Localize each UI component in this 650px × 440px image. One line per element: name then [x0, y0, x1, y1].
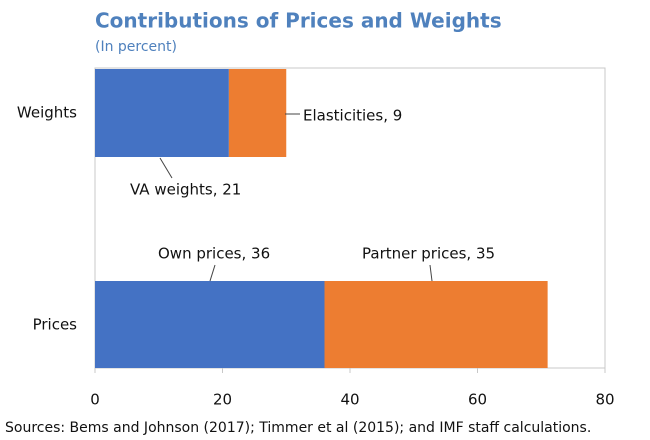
data-label: Partner prices, 35 — [362, 245, 495, 263]
x-tick-label: 0 — [90, 391, 100, 409]
chart-subtitle: (In percent) — [95, 39, 177, 55]
x-tick-label: 80 — [595, 391, 614, 409]
leader-line — [159, 157, 173, 179]
chart-title: Contributions of Prices and Weights — [95, 9, 502, 33]
data-label: Own prices, 36 — [158, 245, 270, 263]
bar-segment — [228, 69, 287, 157]
leader-line — [209, 264, 216, 282]
y-tick-label: Prices — [33, 316, 78, 334]
x-tick-label: 60 — [468, 391, 487, 409]
y-tick-label: Weights — [17, 104, 77, 122]
x-tick-label: 20 — [213, 391, 232, 409]
bar-segment — [95, 281, 325, 368]
source-note: Sources: Bems and Johnson (2017); Timmer… — [5, 420, 591, 436]
bar-segment — [324, 281, 548, 368]
bar-segment — [95, 69, 229, 157]
x-tick-label: 40 — [340, 391, 359, 409]
leader-line — [429, 264, 433, 282]
data-label: VA weights, 21 — [130, 181, 241, 199]
data-label: Elasticities, 9 — [303, 107, 402, 125]
